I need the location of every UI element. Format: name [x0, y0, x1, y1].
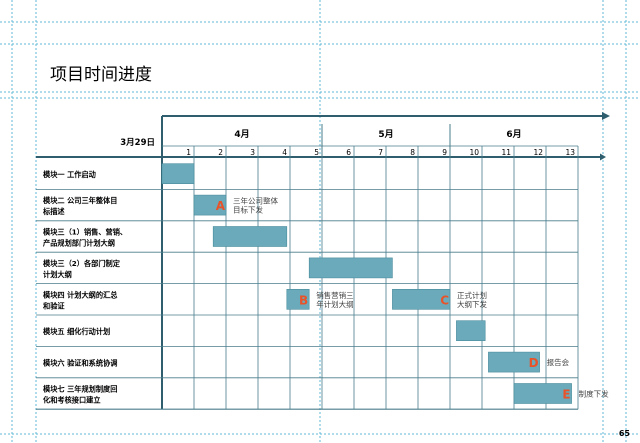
task-label: 模块一 工作启动	[43, 170, 96, 179]
milestone-note: 大纲下发	[457, 299, 487, 309]
timeline-arrow-icon	[602, 112, 610, 120]
week-label: 9	[442, 148, 447, 157]
task-label: 模块四 计划大纲的汇总	[43, 290, 118, 299]
month-label: 4月	[234, 129, 249, 140]
milestone-note: 三年公司整体	[233, 196, 278, 206]
week-label: 6	[346, 148, 351, 157]
task-bar	[193, 194, 227, 216]
milestone-note: 目标下发	[233, 205, 263, 215]
milestone-letter: D	[529, 356, 539, 370]
milestone-note: 销售营销三	[316, 290, 354, 300]
week-label: 10	[469, 148, 479, 157]
week-label: 4	[282, 148, 287, 157]
month-label: 5月	[378, 129, 393, 140]
milestone-note: 年计划大纲	[316, 299, 354, 309]
task-bar	[308, 257, 393, 279]
week-label: 5	[314, 148, 319, 157]
week-label: 12	[533, 148, 543, 157]
task-label: 计划大纲	[43, 270, 72, 279]
task-label: 化和考核接口建立	[43, 396, 101, 405]
task-bar	[513, 383, 572, 404]
task-bar	[286, 288, 310, 310]
header-arrow-icon	[600, 153, 606, 161]
milestone-note: 报告会	[547, 357, 570, 367]
task-bar	[456, 320, 486, 342]
page-number: 65	[618, 429, 630, 438]
milestone-note: 正式计划	[457, 290, 487, 300]
task-label: 模块七 三年规划制度回	[43, 385, 117, 394]
milestone-letter: A	[216, 199, 226, 213]
week-label: 13	[565, 148, 575, 157]
milestone-letter: C	[440, 293, 449, 307]
milestone-letter: B	[299, 293, 308, 307]
task-bar	[212, 226, 288, 247]
month-label: 6月	[506, 129, 521, 140]
task-label: 模块五 细化行动计划	[43, 327, 110, 336]
task-label: 模块三（2）各部门制定	[43, 259, 121, 268]
task-bar	[488, 351, 540, 373]
milestone-letter: E	[562, 388, 570, 402]
milestone-note: 制度下发	[579, 389, 609, 399]
task-label: 模块三（1）销售、营销、	[43, 228, 127, 237]
task-bar	[161, 163, 195, 184]
task-label: 和验证	[42, 301, 65, 310]
week-label: 7	[378, 148, 383, 157]
task-label: 标描述	[42, 207, 65, 216]
week-label: 2	[218, 148, 223, 157]
week-label: 3	[250, 148, 255, 157]
start-date-label: 3月29日	[120, 138, 155, 148]
task-label: 模块二 公司三年整体目	[43, 196, 117, 205]
week-label: 1	[186, 148, 191, 157]
task-bar	[392, 288, 451, 310]
task-label: 模块六 验证和系统协调	[43, 359, 117, 368]
task-label: 产品规划部门计划大纲	[43, 239, 115, 248]
week-label: 8	[410, 148, 415, 157]
page-title: 项目时间进度	[50, 65, 152, 85]
week-label: 11	[501, 148, 511, 157]
